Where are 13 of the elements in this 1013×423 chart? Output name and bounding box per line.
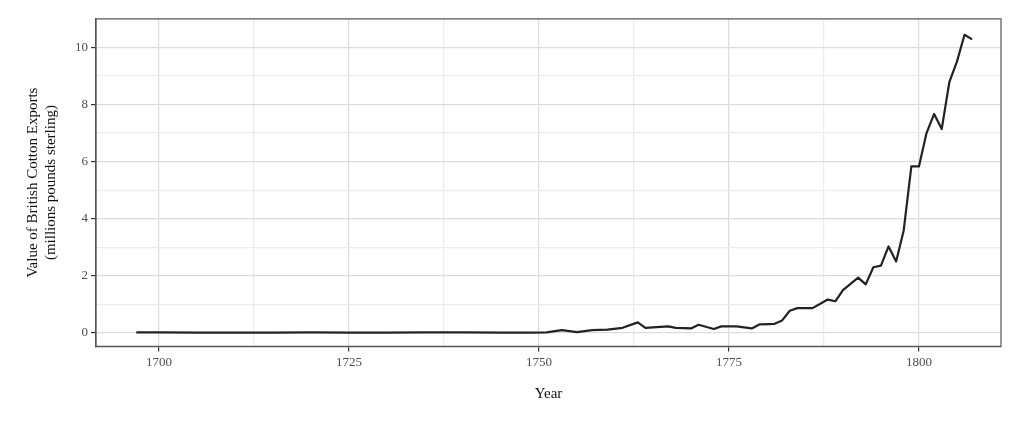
x-tick-label: 1775 bbox=[715, 353, 742, 369]
y-tick-label: 6 bbox=[81, 153, 89, 169]
y-tick-label: 4 bbox=[81, 210, 89, 226]
x-tick-label: 1800 bbox=[905, 353, 932, 369]
y-tick-label: 0 bbox=[81, 324, 88, 340]
y-axis-title: Value of British Cotton Exports (millions pounds sterling) bbox=[23, 87, 59, 278]
x-axis-title: Year bbox=[534, 384, 563, 401]
x-tick-label: 1750 bbox=[526, 353, 552, 369]
y-tick-label: 2 bbox=[81, 267, 88, 283]
y-tick-label: 8 bbox=[81, 95, 88, 111]
x-tick-label: 1700 bbox=[146, 353, 173, 369]
x-tick-label: 1725 bbox=[336, 353, 363, 369]
y-tick-label: 10 bbox=[75, 38, 88, 54]
